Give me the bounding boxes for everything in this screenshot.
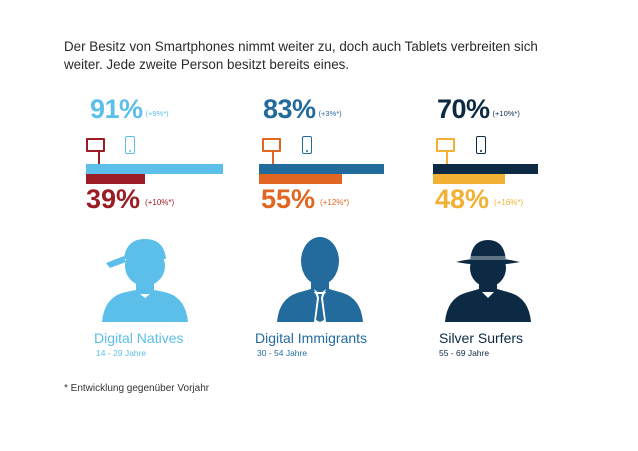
group-silver-surfers: 70% (+10%*) 48% (+16%*) Silver Surfers 55 …	[433, 0, 608, 451]
group-name: Digital Natives	[94, 330, 184, 346]
group-name: Silver Surfers	[439, 330, 524, 346]
tablet-value: 39%	[86, 184, 141, 214]
smartphone-change: (+3%*)	[318, 109, 342, 118]
group-digital-natives: 91% (+9%*) 39% (+10%*) Digital Natives 14 …	[86, 0, 261, 451]
tablet-icon	[436, 138, 455, 152]
group-name: Digital Immigrants	[255, 330, 368, 346]
smartphone-value: 83%	[263, 94, 316, 124]
smartphone-percentage: 83% (+3%*)	[263, 94, 342, 124]
tablet-value: 48%	[435, 184, 490, 214]
tablet-percentage: 39% (+10%*)	[86, 184, 174, 221]
tablet-bar	[259, 174, 342, 184]
person-with-cap-icon	[102, 239, 188, 322]
tablet-bar	[433, 174, 505, 184]
person-with-tie-icon	[277, 237, 363, 322]
smartphone-icon	[125, 136, 135, 154]
tablet-icon	[262, 138, 281, 152]
tablet-change: (+12%*)	[320, 198, 350, 207]
smartphone-bar	[433, 164, 538, 174]
age-range: 55 - 69 Jahre	[439, 348, 490, 358]
age-range: 30 - 54 Jahre	[257, 348, 308, 358]
person-with-hat-icon	[445, 240, 531, 322]
connector-line	[446, 152, 448, 164]
tablet-bar	[86, 174, 145, 184]
tablet-icon	[86, 138, 105, 152]
connector-line	[272, 152, 274, 164]
tablet-change: (+16%*)	[494, 198, 524, 207]
smartphone-percentage: 91% (+9%*)	[90, 94, 169, 124]
age-range: 14 - 29 Jahre	[96, 348, 147, 358]
smartphone-value: 70%	[437, 94, 490, 124]
headline: Der Besitz von Smartphones nimmt weiter …	[64, 39, 538, 72]
group-digital-immigrants: 83% (+3%*) 55% (+12%*) Digital Immigrants …	[255, 0, 434, 451]
smartphone-change: (+9%*)	[145, 109, 169, 118]
tablet-percentage: 48% (+16%*)	[435, 184, 523, 221]
tablet-value: 55%	[261, 184, 316, 214]
tablet-change: (+10%*)	[145, 198, 175, 207]
smartphone-change: (+10%*)	[492, 109, 520, 118]
connector-line	[98, 152, 100, 164]
footnote: * Entwicklung gegenüber Vorjahr	[64, 383, 210, 394]
smartphone-bar	[259, 164, 384, 174]
smartphone-icon	[302, 136, 312, 154]
tablet-percentage: 55% (+12%*)	[261, 184, 349, 221]
smartphone-percentage: 70% (+10%*)	[437, 94, 520, 124]
smartphone-value: 91%	[90, 94, 143, 124]
smartphone-bar	[86, 164, 223, 174]
smartphone-icon	[476, 136, 486, 154]
